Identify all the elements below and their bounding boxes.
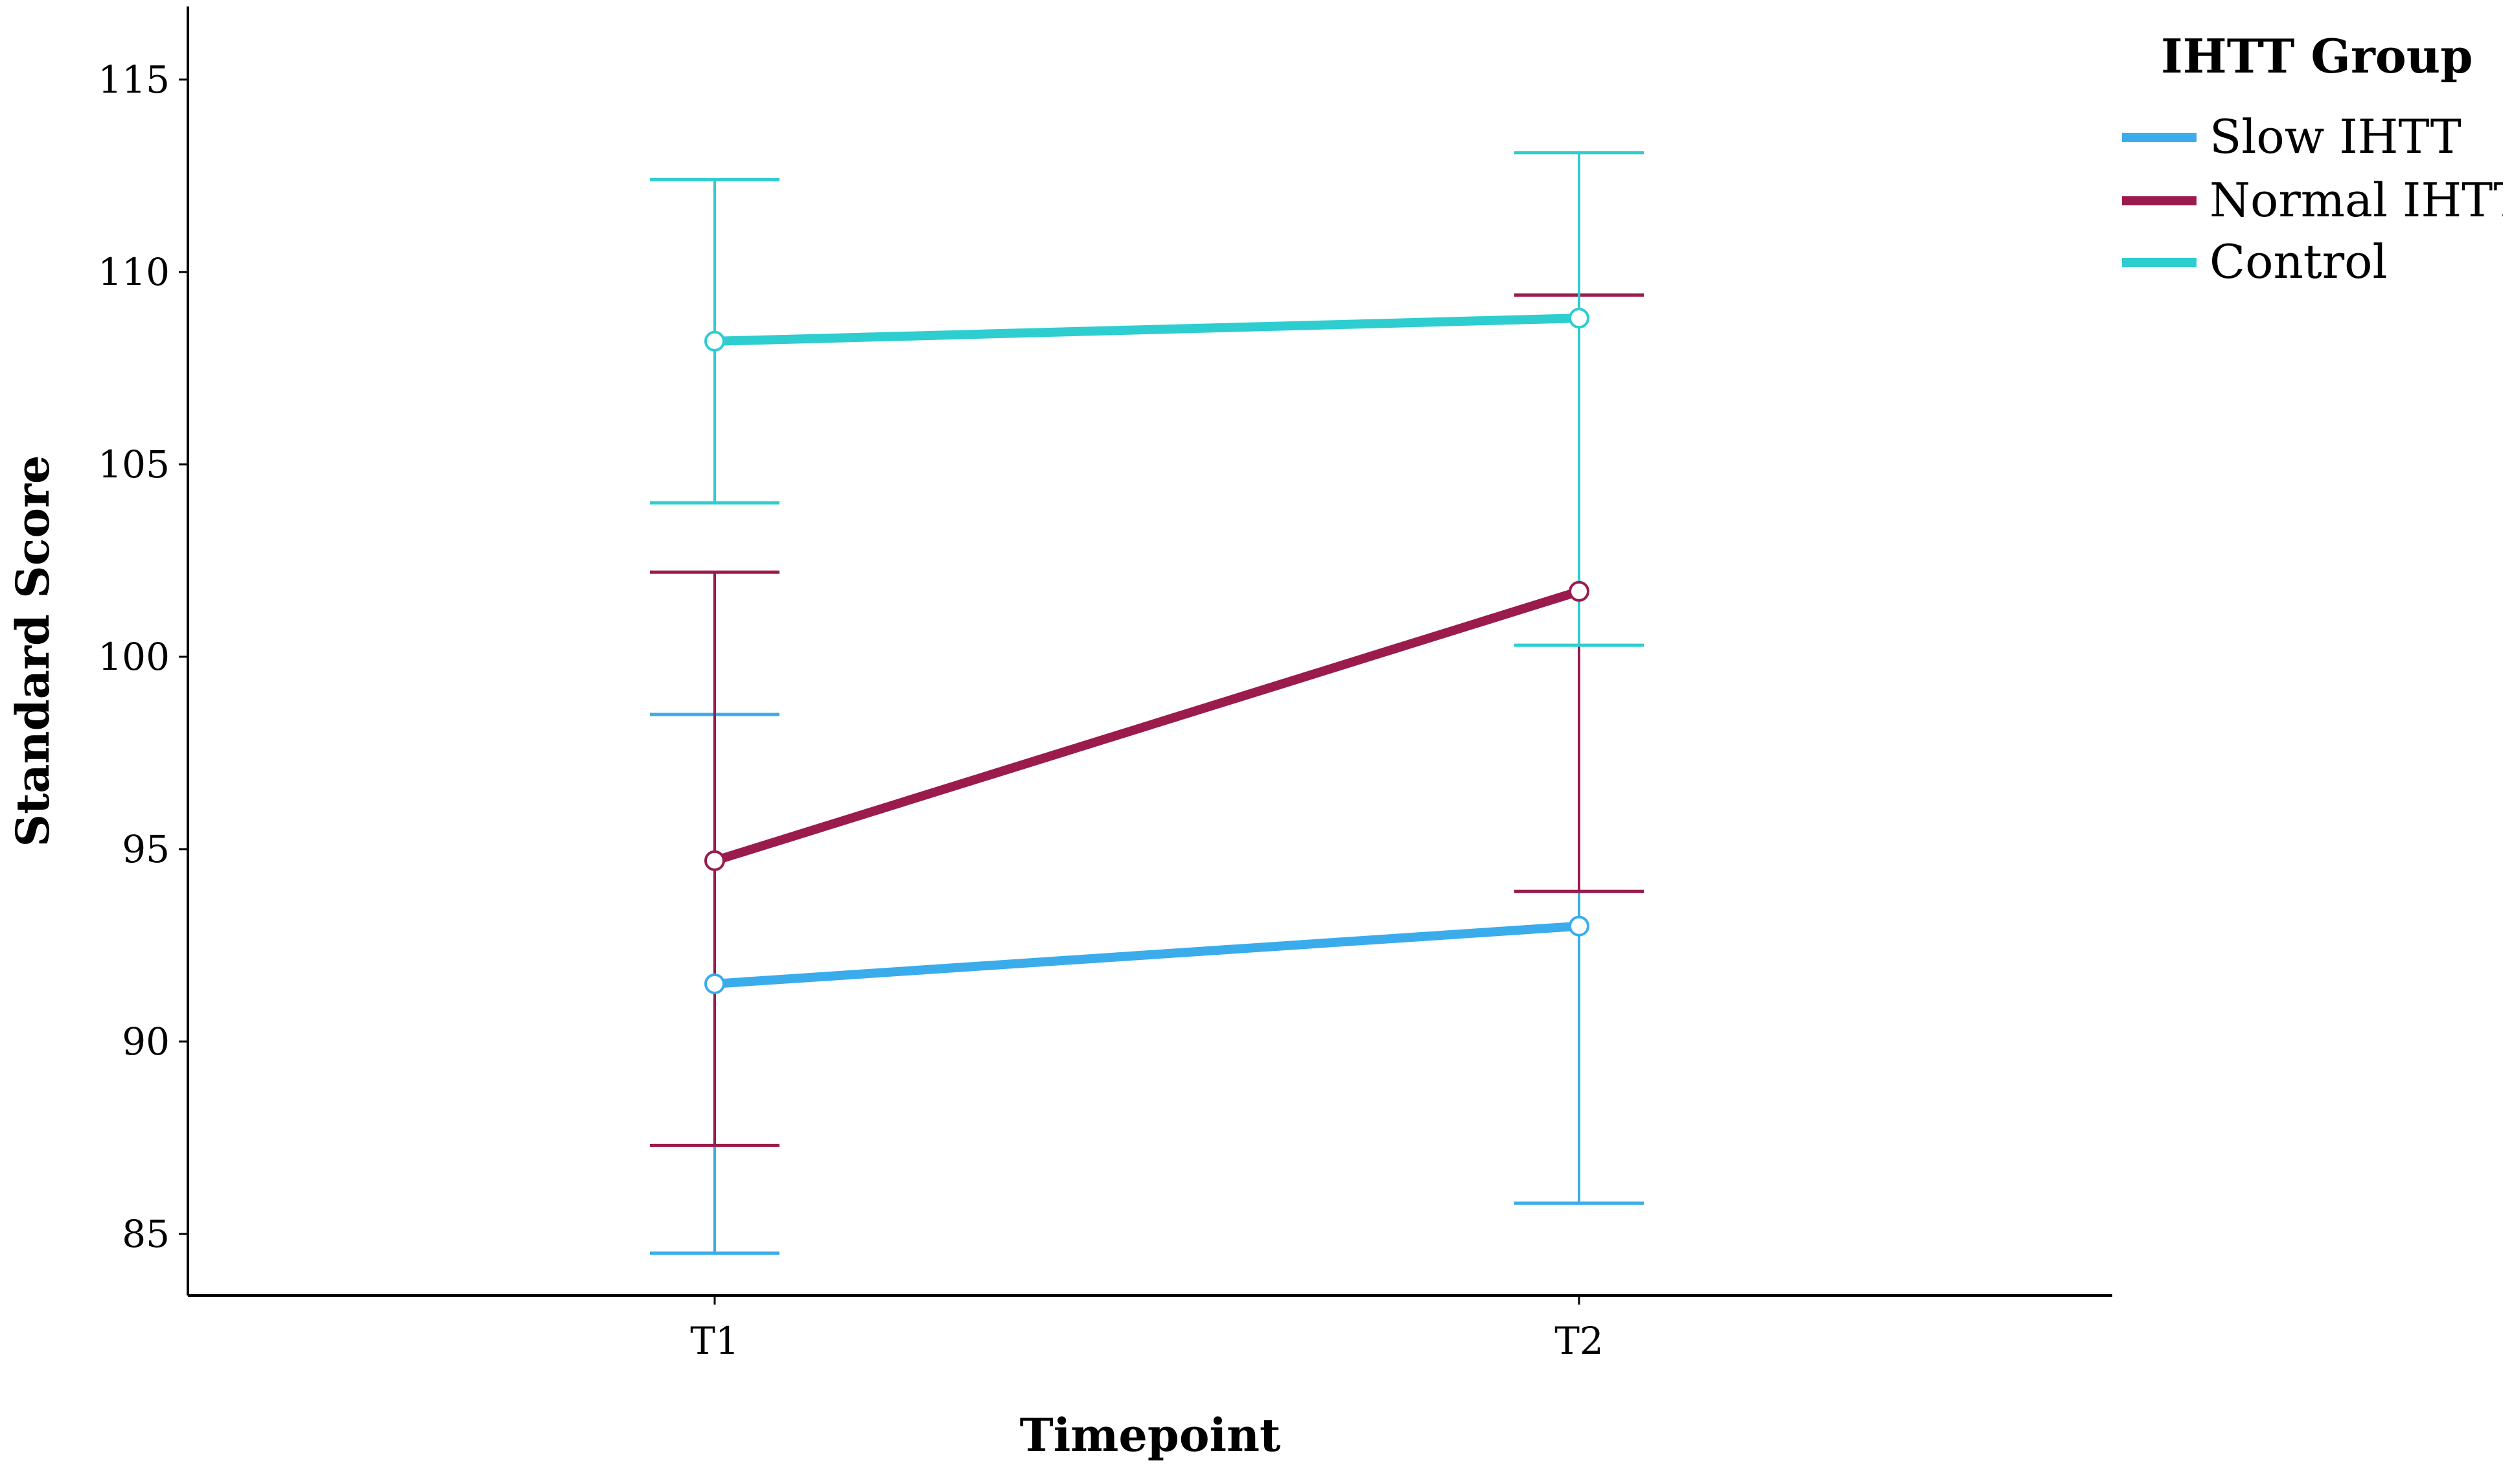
y-tick-label: 110	[98, 250, 170, 294]
series-line-2	[710, 314, 1584, 346]
y-tick-label: 95	[122, 827, 170, 871]
y-axis-title: Standard Score	[6, 455, 60, 847]
data-point	[704, 330, 725, 352]
series-lines	[710, 314, 1584, 988]
data-point	[1569, 915, 1589, 937]
x-tick-label: T1	[690, 1319, 739, 1363]
data-point	[704, 973, 725, 994]
legend-label: Slow IHTT	[2209, 109, 2462, 164]
legend: IHTT Group Slow IHTT Normal IHTT Control	[2122, 29, 2503, 289]
data-point	[1569, 580, 1589, 602]
data-point	[704, 850, 725, 871]
legend-label: Normal IHTT	[2209, 173, 2503, 227]
y-tick-label: 115	[98, 58, 170, 102]
y-tick-label: 100	[98, 635, 170, 679]
y-tick-label: 90	[122, 1020, 170, 1064]
data-point	[1569, 308, 1589, 329]
axes: 85 90 95 100 105 110 115 T1 T2	[98, 6, 2112, 1363]
y-tick-label: 85	[122, 1212, 170, 1256]
legend-label: Control	[2209, 234, 2388, 289]
series-line-0	[710, 921, 1584, 988]
y-tick-label: 105	[98, 442, 170, 486]
series-line-1	[710, 586, 1584, 865]
legend-title: IHTT Group	[2161, 29, 2473, 84]
x-tick-label: T2	[1554, 1319, 1604, 1363]
x-axis-title: Timepoint	[1020, 1408, 1281, 1462]
series-markers	[704, 308, 1589, 994]
